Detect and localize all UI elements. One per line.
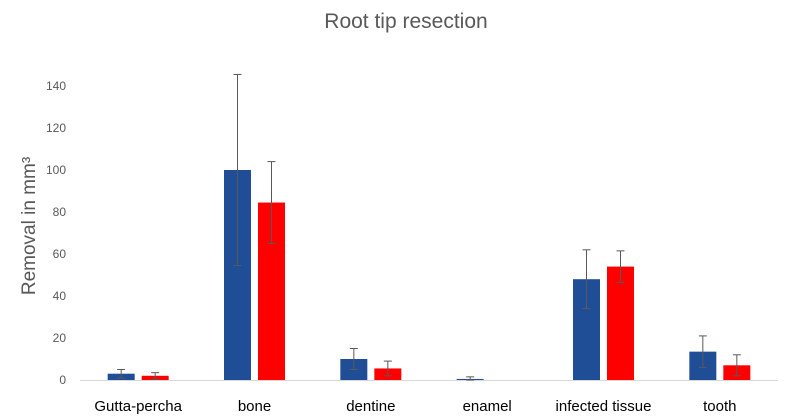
x-tick-label: tooth bbox=[703, 398, 736, 415]
y-tick-label: 140 bbox=[46, 79, 66, 93]
y-axis-ticks: 0 20 40 60 80 100 120 140 bbox=[46, 79, 66, 387]
x-tick-label: Gutta-percha bbox=[94, 398, 182, 415]
chart-title: Root tip resection bbox=[324, 10, 487, 33]
x-tick-label: infected tissue bbox=[556, 398, 652, 415]
y-tick-label: 20 bbox=[53, 331, 67, 345]
x-tick-label: enamel bbox=[463, 398, 512, 415]
y-tick-label: 120 bbox=[46, 121, 66, 135]
bars bbox=[107, 73, 751, 381]
y-axis-label: Removal in mm³ bbox=[19, 157, 40, 295]
bar bbox=[607, 266, 634, 380]
y-tick-label: 60 bbox=[53, 247, 67, 261]
x-tick-label: dentine bbox=[346, 398, 395, 415]
y-tick-label: 0 bbox=[59, 373, 66, 387]
x-tick-label: bone bbox=[238, 398, 271, 415]
y-tick-label: 40 bbox=[53, 289, 67, 303]
y-tick-label: 80 bbox=[53, 205, 67, 219]
x-axis-ticks: Gutta-percha bone dentine enamel infected ti… bbox=[94, 398, 736, 415]
y-tick-label: 100 bbox=[46, 163, 66, 177]
